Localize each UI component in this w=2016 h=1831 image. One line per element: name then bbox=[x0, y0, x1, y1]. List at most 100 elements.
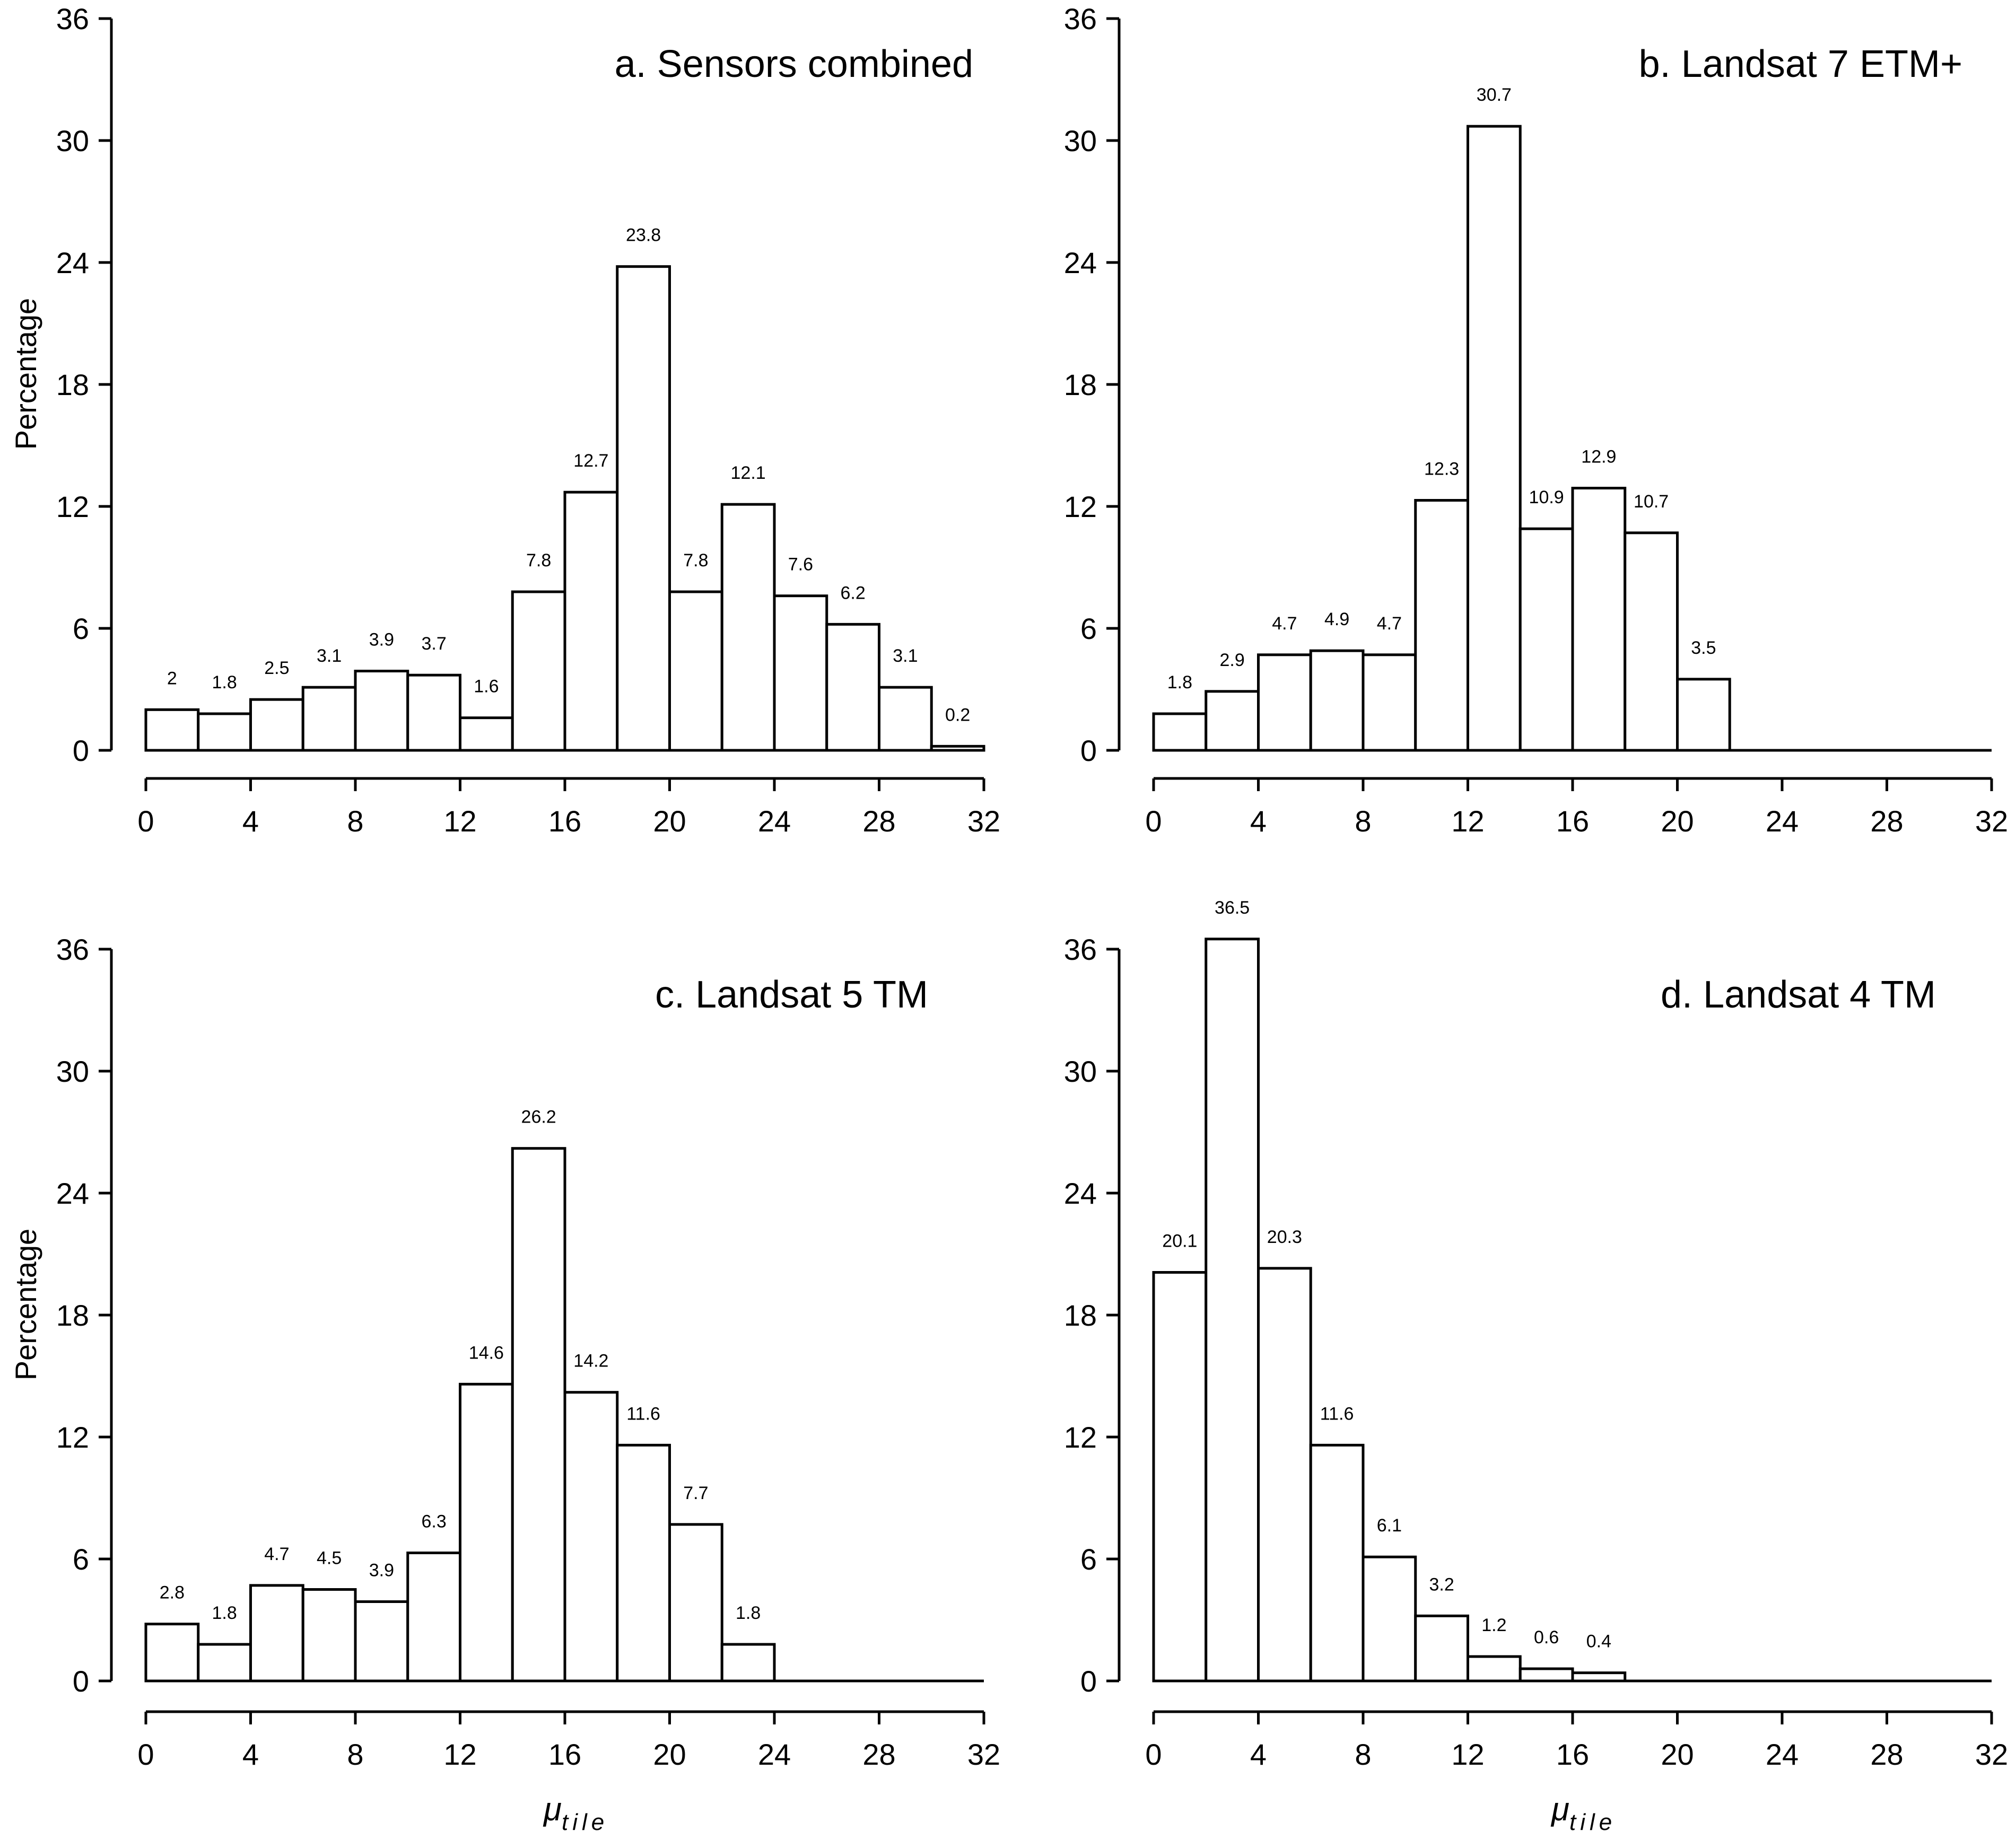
chart-a-x-tick-label: 12 bbox=[443, 804, 476, 838]
chart-b-bar bbox=[1676, 678, 1731, 752]
chart-c-data-label: 1.8 bbox=[736, 1603, 761, 1623]
chart-b-x-tick-label: 0 bbox=[1145, 804, 1162, 838]
chart-d-bar bbox=[1518, 1667, 1574, 1683]
chart-a-data-label: 0.2 bbox=[945, 705, 970, 725]
chart-c-x-tick-label: 12 bbox=[443, 1738, 476, 1771]
chart-c-data-label: 11.6 bbox=[626, 1404, 660, 1424]
chart-d-x-tick-label: 32 bbox=[1975, 1738, 2008, 1771]
chart-c-y-tick-label: 12 bbox=[56, 1421, 89, 1454]
chart-d-y-tick-label: 12 bbox=[1064, 1421, 1097, 1454]
chart-c-x-tick-label: 24 bbox=[758, 1738, 791, 1771]
chart-d-data-label: 36.5 bbox=[1215, 898, 1250, 918]
chart-a-bar bbox=[406, 673, 461, 752]
chart-a-bar bbox=[668, 590, 723, 752]
chart-c-data-label: 4.7 bbox=[264, 1544, 289, 1564]
chart-b-data-label: 12.3 bbox=[1424, 459, 1459, 479]
chart-a-bar bbox=[249, 698, 304, 752]
chart-b-x-tick-label: 12 bbox=[1451, 804, 1484, 838]
chart-d-x-tick-label: 24 bbox=[1766, 1738, 1799, 1771]
chart-b-bar bbox=[1362, 653, 1417, 752]
chart-a-data-label: 7.8 bbox=[526, 550, 551, 571]
chart-a-y-tick-label: 24 bbox=[56, 246, 89, 279]
chart-b: 1.8 2.9 4.7 4.9 4.7 12.3 30.7 10.9 12.9 10.7 3.5 0 6… bbox=[1064, 2, 2008, 838]
chart-a-bar bbox=[825, 623, 880, 752]
chart-c-data-label: 2.8 bbox=[160, 1583, 185, 1603]
chart-a-bar bbox=[301, 686, 357, 752]
chart-c-data-label: 6.3 bbox=[421, 1512, 446, 1532]
chart-a-y-tick-label: 30 bbox=[56, 124, 89, 157]
chart-b-y-tick-label: 0 bbox=[1080, 734, 1097, 767]
chart-c-bar bbox=[354, 1600, 409, 1683]
chart-a-data-label: 3.1 bbox=[317, 646, 342, 666]
chart-b-bar bbox=[1257, 653, 1312, 752]
chart-c-bar bbox=[720, 1643, 776, 1683]
chart-b-bar bbox=[1152, 712, 1208, 752]
chart-a-data-label: 3.1 bbox=[893, 646, 918, 666]
chart-a-y-label: Percentage bbox=[9, 298, 42, 450]
chart-d-data-label: 6.1 bbox=[1377, 1515, 1402, 1536]
chart-b-bar bbox=[1624, 531, 1679, 752]
chart-b-data-label: 10.7 bbox=[1634, 492, 1669, 512]
chart-c-data-label: 4.5 bbox=[317, 1548, 342, 1569]
chart-c-y-label: Percentage bbox=[9, 1229, 42, 1380]
chart-b-y-tick-label: 12 bbox=[1064, 490, 1097, 523]
chart-a-data-label: 23.8 bbox=[626, 225, 661, 246]
chart-b-bar bbox=[1309, 649, 1365, 752]
chart-a-bar bbox=[459, 716, 514, 752]
chart-a-x-tick-label: 32 bbox=[967, 804, 1000, 838]
chart-d: 20.1 36.5 20.3 11.6 6.1 3.2 1.2 0.6 0.4 0 6 12 18 24 3… bbox=[1064, 898, 2008, 1831]
chart-a-y-tick-label: 36 bbox=[56, 2, 89, 36]
chart-a-bar bbox=[773, 594, 828, 752]
chart-c-title: c. Landsat 5 TM bbox=[655, 974, 928, 1016]
chart-d-y-tick-label: 6 bbox=[1080, 1543, 1097, 1576]
chart-b-y-tick-label: 30 bbox=[1064, 124, 1097, 157]
chart-c-data-label: 7.7 bbox=[683, 1483, 708, 1503]
chart-a-y-tick-label: 6 bbox=[73, 612, 89, 645]
chart-c-bar bbox=[406, 1552, 461, 1683]
chart-d-x-tick-label: 20 bbox=[1661, 1738, 1694, 1771]
chart-c-bar bbox=[511, 1147, 566, 1683]
chart-a-data-label: 3.9 bbox=[369, 630, 394, 650]
chart-b-data-label: 12.9 bbox=[1581, 447, 1616, 467]
chart-b-bar bbox=[1518, 527, 1574, 752]
chart-c-bar bbox=[668, 1523, 723, 1683]
chart-c-x-tick-label: 0 bbox=[137, 1738, 154, 1771]
chart-d-x-label: μtile bbox=[1550, 1791, 1616, 1831]
chart-a-x-tick-label: 16 bbox=[548, 804, 581, 838]
chart-b-data-label: 4.7 bbox=[1272, 614, 1297, 634]
chart-c-data-label: 14.6 bbox=[469, 1343, 504, 1363]
chart-c-bar bbox=[616, 1443, 671, 1683]
chart-d-bar bbox=[1414, 1614, 1469, 1683]
chart-b-x-tick-label: 8 bbox=[1355, 804, 1371, 838]
chart-c-y-tick-label: 0 bbox=[73, 1664, 89, 1698]
chart-b-x-tick-label: 24 bbox=[1766, 804, 1799, 838]
chart-c-bar bbox=[197, 1643, 252, 1683]
chart-b-data-label: 2.9 bbox=[1219, 650, 1244, 670]
chart-b-bar bbox=[1571, 487, 1627, 752]
chart-d-bar bbox=[1152, 1271, 1208, 1683]
chart-d-data-label: 0.4 bbox=[1586, 1632, 1611, 1652]
chart-c-x-tick-label: 16 bbox=[548, 1738, 581, 1771]
chart-d-data-label: 3.2 bbox=[1429, 1574, 1454, 1595]
chart-a-data-label: 7.8 bbox=[683, 550, 708, 571]
chart-a-x-tick-label: 20 bbox=[653, 804, 686, 838]
chart-b-data-label: 10.9 bbox=[1529, 487, 1564, 507]
chart-c-x-label: μtile bbox=[543, 1791, 608, 1831]
chart-d-bar bbox=[1205, 938, 1260, 1683]
chart-b-title: b. Landsat 7 ETM+ bbox=[1639, 43, 1962, 85]
chart-a-bar bbox=[563, 490, 619, 752]
chart-a-data-label: 1.8 bbox=[212, 672, 237, 693]
chart-d-bar bbox=[1309, 1443, 1365, 1683]
chart-a-bar bbox=[878, 686, 933, 752]
chart-d-x-tick-label: 4 bbox=[1250, 1738, 1267, 1771]
chart-c-x-tick-label: 8 bbox=[347, 1738, 363, 1771]
chart-d-x-tick-label: 8 bbox=[1355, 1738, 1371, 1771]
chart-a-x-tick-label: 28 bbox=[862, 804, 895, 838]
chart-c-data-label: 1.8 bbox=[212, 1603, 237, 1623]
chart-b-data-label: 1.8 bbox=[1167, 672, 1192, 693]
chart-a-x-tick-label: 24 bbox=[758, 804, 791, 838]
chart-a-x-tick-label: 8 bbox=[347, 804, 363, 838]
chart-d-data-label: 0.6 bbox=[1534, 1627, 1559, 1648]
chart-d-x-tick-label: 12 bbox=[1451, 1738, 1484, 1771]
